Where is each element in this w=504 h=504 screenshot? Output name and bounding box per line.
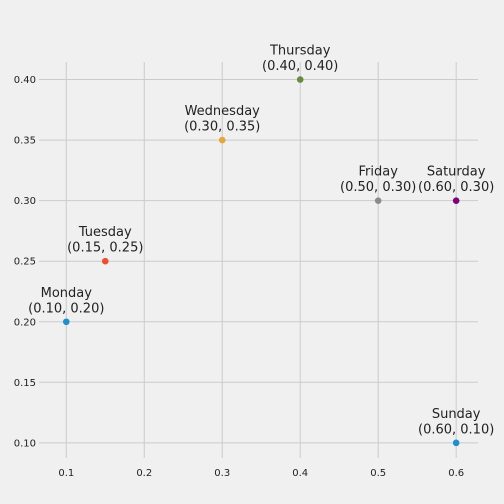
x-tick-label: 0.4	[292, 468, 308, 479]
x-tick-label: 0.3	[214, 468, 230, 479]
y-tick-label: 0.40	[14, 75, 36, 86]
y-tick-label: 0.20	[14, 317, 36, 328]
point-coord-monday: (0.10, 0.20)	[28, 301, 104, 316]
point-name-monday: Monday	[41, 286, 93, 301]
data-point-wednesday	[218, 136, 226, 144]
data-point-tuesday	[101, 257, 109, 265]
point-name-sunday: Sunday	[432, 407, 481, 422]
y-tick-label: 0.25	[14, 257, 36, 268]
x-tick-label: 0.5	[370, 468, 386, 479]
point-coord-sunday: (0.60, 0.10)	[418, 422, 494, 437]
grid	[39, 62, 478, 458]
point-coord-saturday: (0.60, 0.30)	[418, 180, 494, 195]
point-coord-thursday: (0.40, 0.40)	[262, 59, 338, 74]
point-name-tuesday: Tuesday	[78, 225, 132, 240]
point-coord-wednesday: (0.30, 0.35)	[184, 120, 260, 135]
data-points	[62, 76, 460, 447]
y-tick-label: 0.30	[14, 196, 36, 207]
data-point-thursday	[296, 76, 304, 83]
y-tick-label: 0.10	[14, 438, 36, 449]
point-name-saturday: Saturday	[427, 165, 486, 180]
point-coord-tuesday: (0.15, 0.25)	[67, 241, 143, 256]
point-name-wednesday: Wednesday	[185, 104, 261, 119]
y-tick-label: 0.35	[14, 136, 36, 147]
y-tick-label: 0.15	[14, 378, 36, 389]
point-name-friday: Friday	[358, 165, 398, 180]
data-point-monday	[62, 318, 70, 326]
tick-labels: 0.1 0.2 0.3 0.4 0.5 0.6 0.10 0.15 0.20 0.25 0.30 0.…	[14, 75, 464, 479]
point-coord-friday: (0.50, 0.30)	[340, 180, 416, 195]
point-name-thursday: Thursday	[269, 44, 331, 59]
point-labels: Monday(0.10, 0.20) Tuesday(0.15, 0.25) Wed…	[28, 44, 494, 438]
x-tick-label: 0.1	[58, 468, 74, 479]
x-tick-label: 0.6	[448, 468, 464, 479]
x-tick-label: 0.2	[136, 468, 152, 479]
data-point-saturday	[452, 197, 460, 204]
data-point-sunday	[452, 439, 460, 447]
data-point-friday	[374, 197, 382, 204]
